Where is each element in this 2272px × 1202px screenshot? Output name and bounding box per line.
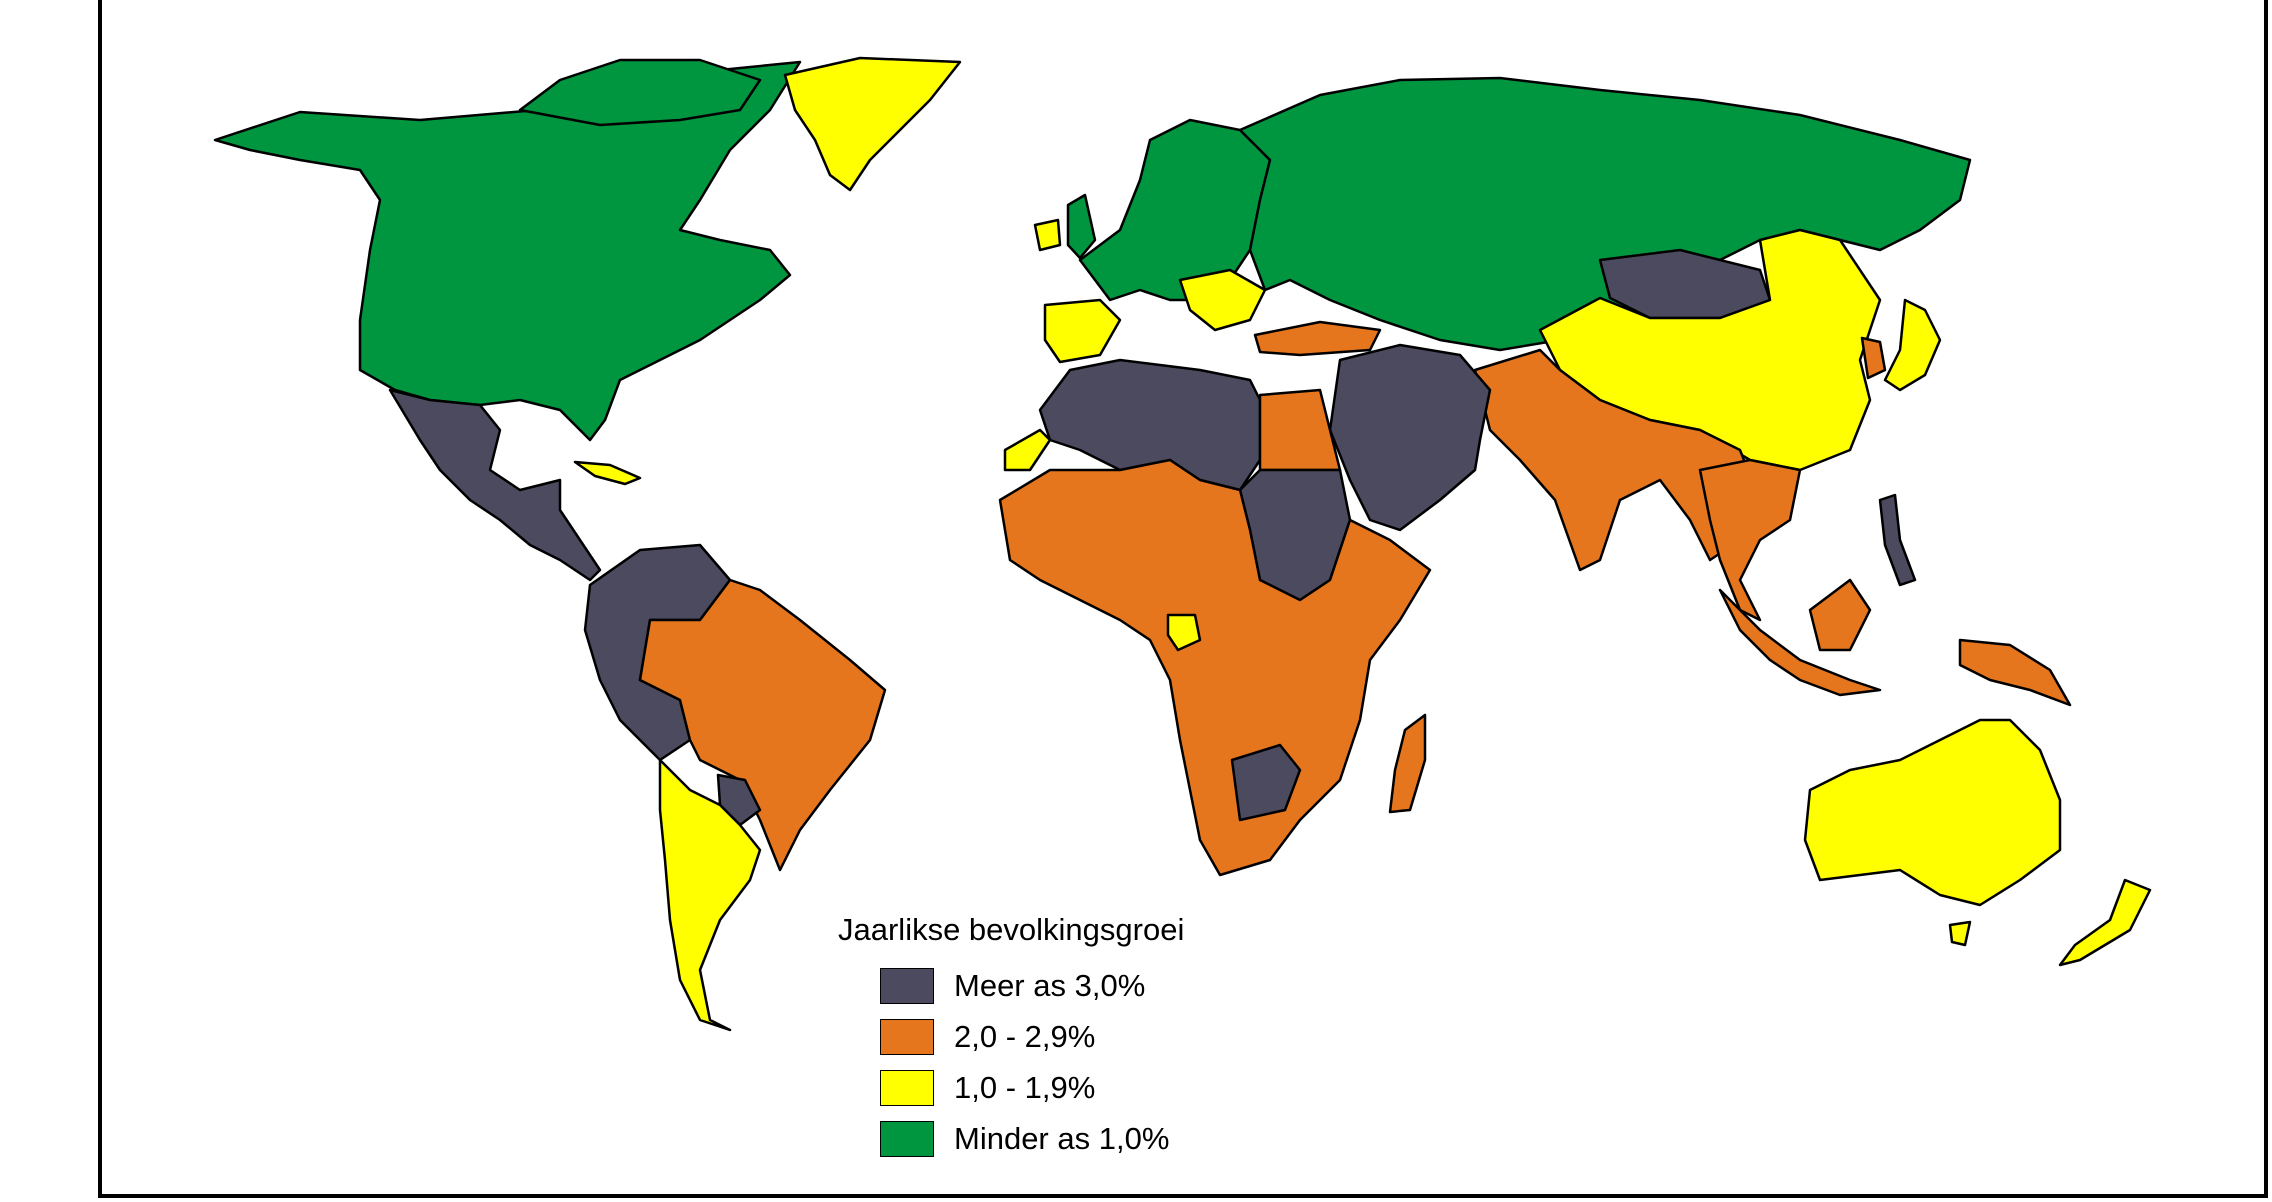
region-arctic-islands bbox=[518, 58, 762, 127]
region-tasmania bbox=[1948, 920, 1972, 947]
region-south-asia bbox=[1473, 348, 1762, 572]
legend-item-1-to-1-9: 1,0 - 1,9% bbox=[880, 1062, 1184, 1113]
region-turkey bbox=[1253, 320, 1382, 357]
legend-label: 1,0 - 1,9% bbox=[954, 1069, 1096, 1105]
legend-label: Minder as 1,0% bbox=[954, 1120, 1170, 1156]
region-greenland bbox=[783, 56, 962, 192]
region-ireland bbox=[1033, 218, 1062, 252]
region-southern-cone bbox=[658, 758, 762, 1032]
region-new-zealand bbox=[2058, 878, 2152, 967]
region-indochina bbox=[1698, 458, 1802, 622]
legend: Jaarlikse bevolkingsgroei Meer as 3,0% 2… bbox=[838, 912, 1184, 1164]
region-middle-east bbox=[1328, 343, 1492, 532]
region-korea bbox=[1860, 336, 1887, 380]
region-gabon bbox=[1166, 613, 1202, 652]
region-borneo bbox=[1808, 578, 1872, 652]
region-western-sahara bbox=[1003, 428, 1052, 472]
region-europe bbox=[1078, 118, 1272, 302]
region-australia bbox=[1803, 718, 2062, 907]
region-madagascar bbox=[1388, 713, 1427, 814]
legend-swatch-1-to-1-9 bbox=[880, 1069, 934, 1106]
legend-item-over-3: Meer as 3,0% bbox=[880, 960, 1184, 1011]
region-brazil bbox=[638, 578, 887, 872]
region-cuba bbox=[573, 460, 642, 486]
legend-swatch-under-1 bbox=[880, 1120, 934, 1157]
region-north-america bbox=[213, 60, 802, 442]
region-balkans bbox=[1178, 268, 1267, 332]
legend-swatch-2-to-2-9 bbox=[880, 1018, 934, 1055]
region-new-guinea bbox=[1958, 638, 2072, 707]
region-philippines bbox=[1878, 493, 1917, 587]
region-egypt bbox=[1258, 388, 1342, 472]
region-mexico-central-america bbox=[388, 388, 602, 582]
legend-label: Meer as 3,0% bbox=[954, 967, 1146, 1003]
legend-swatch-over-3 bbox=[880, 967, 934, 1004]
legend-label: 2,0 - 2,9% bbox=[954, 1018, 1096, 1054]
region-iberia bbox=[1043, 298, 1122, 364]
region-botswana bbox=[1230, 743, 1302, 822]
region-sub-saharan-africa bbox=[998, 458, 1432, 877]
region-japan bbox=[1883, 298, 1942, 392]
legend-title: Jaarlikse bevolkingsgroei bbox=[838, 912, 1185, 947]
region-britain bbox=[1066, 193, 1097, 260]
legend-item-under-1: Minder as 1,0% bbox=[880, 1113, 1184, 1164]
legend-item-2-to-2-9: 2,0 - 2,9% bbox=[880, 1011, 1184, 1062]
region-indonesia bbox=[1718, 588, 1882, 697]
